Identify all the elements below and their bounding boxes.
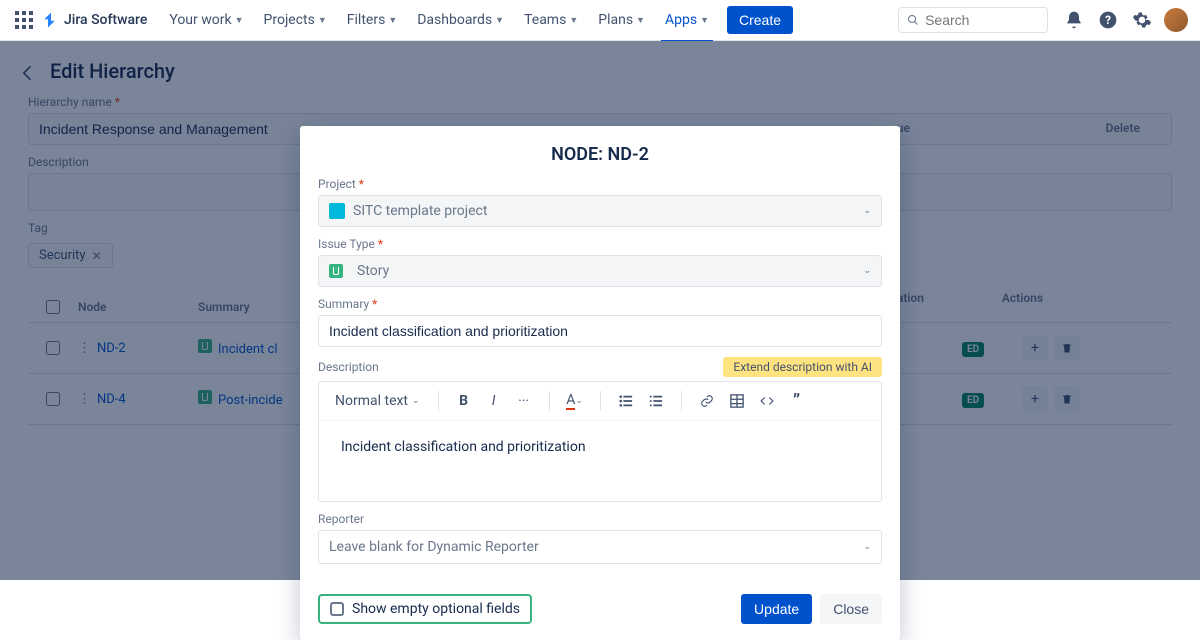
editor-body[interactable]: Incident classification and prioritizati…: [319, 421, 881, 501]
extend-ai-button[interactable]: Extend description with AI: [723, 357, 882, 377]
user-avatar[interactable]: [1164, 8, 1188, 32]
app-switcher-icon[interactable]: [12, 8, 36, 32]
table-button[interactable]: [724, 388, 750, 414]
text-style-select[interactable]: Normal text⌄: [329, 389, 426, 413]
story-icon: [329, 264, 343, 278]
description-editor: Normal text⌄ B I ··· A ⌄ ” Incident clas…: [318, 381, 882, 502]
modal-footer: Show empty optional fields Update Close: [318, 594, 882, 624]
chevron-down-icon: ⌄: [863, 542, 871, 552]
italic-button[interactable]: I: [481, 388, 507, 414]
modal-description-label: Description: [318, 360, 379, 374]
help-icon[interactable]: ?: [1096, 8, 1120, 32]
bold-button[interactable]: B: [451, 388, 477, 414]
bullet-list-button[interactable]: [613, 388, 639, 414]
quote-button[interactable]: ”: [784, 388, 810, 414]
search-input[interactable]: [925, 12, 1039, 28]
chevron-down-icon: ⌄: [863, 266, 871, 276]
nav-plans[interactable]: Plans▼: [590, 8, 653, 32]
chevron-down-icon: ▼: [569, 15, 578, 26]
chevron-down-icon: ▼: [318, 15, 327, 26]
chevron-down-icon: ⌄: [412, 396, 420, 406]
svg-text:?: ?: [1105, 13, 1111, 27]
code-button[interactable]: [754, 388, 780, 414]
nav-filters[interactable]: Filters▼: [339, 8, 405, 32]
product-name: Jira Software: [64, 12, 147, 28]
search-box[interactable]: [898, 7, 1048, 33]
chevron-down-icon: ▼: [700, 15, 709, 26]
top-nav: Jira Software Your work▼ Projects▼ Filte…: [0, 0, 1200, 41]
text-color-button[interactable]: A ⌄: [562, 388, 588, 414]
chevron-down-icon: ▼: [495, 15, 504, 26]
search-icon: [907, 13, 919, 27]
link-button[interactable]: [694, 388, 720, 414]
nav-items: Your work▼ Projects▼ Filters▼ Dashboards…: [161, 8, 717, 32]
update-button[interactable]: Update: [741, 594, 812, 624]
more-format-button[interactable]: ···: [511, 388, 537, 414]
issue-type-select[interactable]: Story ⌄: [318, 255, 882, 287]
nav-dashboards[interactable]: Dashboards▼: [409, 8, 512, 32]
chevron-down-icon: ▼: [636, 15, 645, 26]
close-button[interactable]: Close: [820, 594, 882, 624]
project-icon: [329, 203, 345, 219]
project-label: Project *: [318, 177, 882, 191]
summary-input[interactable]: [318, 315, 882, 347]
nav-your-work[interactable]: Your work▼: [161, 8, 251, 32]
settings-icon[interactable]: [1130, 8, 1154, 32]
reporter-select[interactable]: Leave blank for Dynamic Reporter ⌄: [318, 530, 882, 564]
editor-toolbar: Normal text⌄ B I ··· A ⌄ ”: [319, 382, 881, 421]
chevron-down-icon: ▼: [388, 15, 397, 26]
project-select[interactable]: SITC template project ⌄: [318, 195, 882, 227]
chevron-down-icon: ▼: [235, 15, 244, 26]
nav-teams[interactable]: Teams▼: [516, 8, 586, 32]
issue-type-label: Issue Type *: [318, 237, 882, 251]
checkbox-icon: [330, 602, 344, 616]
nav-icons: ?: [1062, 8, 1188, 32]
notifications-icon[interactable]: [1062, 8, 1086, 32]
page-body: Edit Hierarchy Hierarchy name * Descript…: [0, 41, 1200, 580]
summary-label: Summary *: [318, 297, 882, 311]
reporter-label: Reporter: [318, 512, 882, 526]
show-empty-fields-checkbox[interactable]: Show empty optional fields: [318, 594, 532, 624]
nav-projects[interactable]: Projects▼: [256, 8, 335, 32]
create-button[interactable]: Create: [727, 6, 793, 34]
numbered-list-button[interactable]: [643, 388, 669, 414]
chevron-down-icon: ⌄: [863, 206, 871, 216]
modal-title: NODE: ND-2: [318, 144, 882, 165]
nav-apps[interactable]: Apps▼: [657, 8, 717, 32]
jira-logo[interactable]: Jira Software: [42, 11, 147, 29]
edit-node-modal: NODE: ND-2 Project * SITC template proje…: [300, 126, 900, 640]
